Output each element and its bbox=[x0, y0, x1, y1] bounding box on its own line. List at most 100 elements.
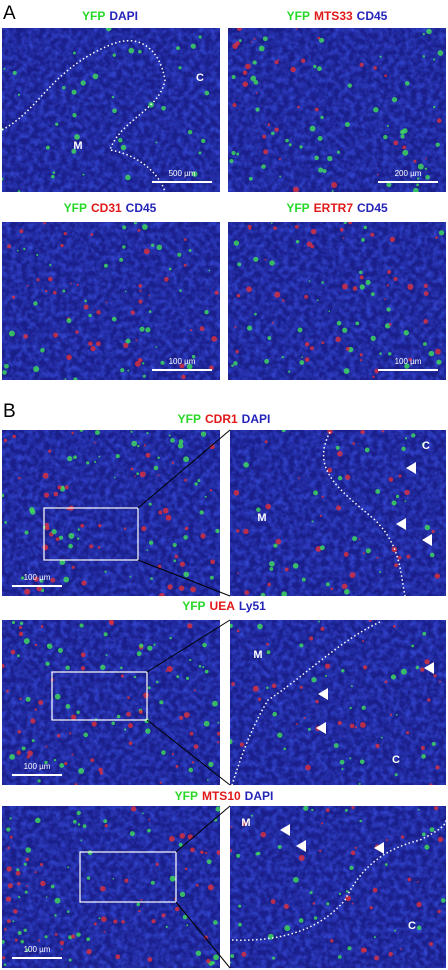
cell bbox=[349, 723, 355, 729]
arrowhead bbox=[422, 534, 432, 546]
cell bbox=[349, 865, 354, 871]
cell bbox=[121, 920, 125, 924]
cell bbox=[18, 626, 23, 630]
cell bbox=[241, 951, 247, 957]
cell bbox=[187, 623, 193, 629]
scale-label: 100 µm bbox=[24, 945, 51, 954]
cell bbox=[393, 277, 398, 281]
micrograph-texture bbox=[228, 222, 446, 380]
cell bbox=[359, 359, 363, 362]
cell bbox=[384, 863, 388, 866]
cell bbox=[386, 284, 389, 287]
cell bbox=[269, 566, 274, 571]
cell bbox=[169, 875, 176, 882]
cell bbox=[165, 514, 172, 521]
cell bbox=[330, 587, 334, 591]
cell bbox=[400, 134, 405, 139]
cell bbox=[197, 479, 201, 483]
cell bbox=[48, 276, 53, 282]
boundary bbox=[1, 40, 166, 193]
cell bbox=[82, 824, 87, 828]
cell bbox=[298, 477, 300, 480]
cell bbox=[436, 118, 442, 124]
cell bbox=[267, 582, 271, 587]
cell bbox=[2, 370, 7, 375]
cell bbox=[424, 659, 430, 665]
cell bbox=[127, 369, 130, 372]
micrograph-texture bbox=[2, 620, 220, 785]
cell bbox=[365, 548, 371, 554]
cell bbox=[156, 244, 163, 251]
cell bbox=[380, 736, 383, 739]
cell bbox=[342, 283, 348, 290]
cell bbox=[139, 643, 144, 648]
cell bbox=[77, 823, 81, 826]
cell bbox=[168, 267, 172, 271]
cell bbox=[51, 174, 55, 179]
cell bbox=[99, 771, 104, 775]
cell bbox=[337, 475, 343, 481]
cell bbox=[429, 942, 434, 946]
cell bbox=[193, 744, 199, 749]
cell bbox=[47, 643, 53, 649]
cell bbox=[125, 174, 131, 181]
cell bbox=[113, 919, 118, 924]
cell bbox=[19, 229, 24, 234]
cell bbox=[29, 507, 35, 513]
cell bbox=[23, 334, 28, 339]
cell bbox=[401, 446, 406, 452]
cell bbox=[105, 654, 108, 657]
cell bbox=[341, 668, 345, 673]
cell bbox=[299, 685, 303, 689]
cell bbox=[142, 362, 145, 365]
cell bbox=[2, 493, 5, 498]
cell bbox=[344, 589, 350, 595]
cell bbox=[51, 529, 57, 535]
cell bbox=[245, 63, 251, 70]
cell bbox=[209, 575, 214, 580]
cell bbox=[238, 922, 242, 927]
cell bbox=[184, 867, 188, 871]
cell bbox=[379, 571, 382, 574]
cell bbox=[417, 808, 420, 811]
cell bbox=[3, 438, 8, 443]
cell bbox=[71, 753, 74, 756]
cell bbox=[16, 868, 20, 872]
cell bbox=[116, 714, 121, 719]
cell bbox=[294, 225, 299, 229]
cell bbox=[441, 898, 446, 903]
cell bbox=[130, 430, 133, 433]
cell bbox=[320, 822, 324, 825]
cell bbox=[327, 467, 333, 473]
cell bbox=[252, 685, 259, 692]
cell bbox=[136, 651, 142, 657]
cell bbox=[151, 243, 155, 247]
cell bbox=[190, 586, 197, 593]
cell bbox=[24, 530, 29, 535]
zoom-box bbox=[43, 507, 139, 561]
cell bbox=[404, 500, 407, 503]
cell bbox=[209, 489, 213, 492]
cell bbox=[388, 951, 393, 957]
cell bbox=[195, 950, 202, 956]
cell bbox=[189, 731, 194, 736]
cell bbox=[200, 533, 206, 539]
cell bbox=[370, 335, 376, 342]
cell bbox=[343, 551, 349, 557]
cell bbox=[159, 700, 164, 705]
micrograph bbox=[2, 806, 220, 968]
cell bbox=[18, 477, 21, 480]
cell bbox=[313, 916, 318, 920]
cell bbox=[131, 440, 138, 447]
cell bbox=[146, 549, 149, 552]
cell bbox=[263, 149, 269, 155]
cell bbox=[137, 228, 141, 232]
cell bbox=[38, 700, 44, 705]
arrowhead bbox=[396, 518, 406, 530]
cell bbox=[208, 269, 211, 272]
cell bbox=[277, 59, 280, 61]
channel-name: UEA bbox=[210, 599, 236, 613]
cell bbox=[39, 579, 44, 583]
cell bbox=[178, 439, 184, 444]
cell bbox=[344, 808, 348, 812]
